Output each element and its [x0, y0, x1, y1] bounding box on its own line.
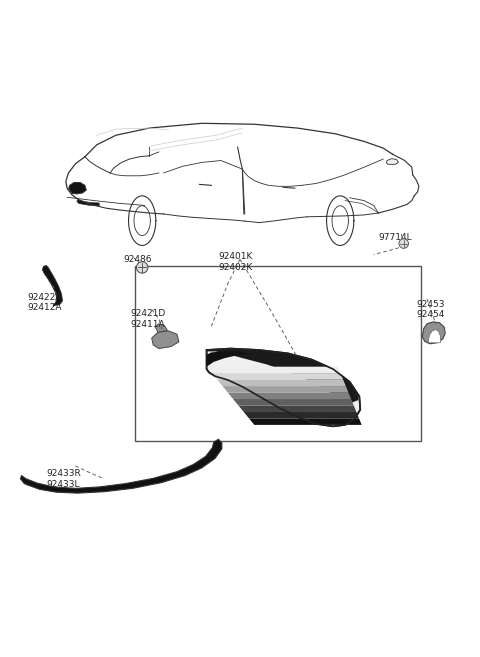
Polygon shape [386, 158, 398, 164]
Polygon shape [212, 373, 343, 380]
Bar [135, 267, 421, 441]
Polygon shape [422, 322, 445, 344]
Circle shape [136, 261, 148, 273]
Text: 92433R
92433L: 92433R 92433L [47, 469, 82, 489]
Polygon shape [206, 349, 360, 426]
Text: 92401K
92402K: 92401K 92402K [218, 252, 253, 271]
Polygon shape [239, 405, 356, 412]
Text: 92421D
92411A: 92421D 92411A [130, 309, 166, 328]
Text: 92422A
92412A: 92422A 92412A [28, 293, 62, 312]
Polygon shape [77, 200, 99, 206]
Polygon shape [217, 380, 346, 386]
Polygon shape [249, 419, 362, 425]
Polygon shape [228, 392, 351, 399]
Polygon shape [429, 329, 441, 343]
Polygon shape [206, 349, 359, 403]
Polygon shape [155, 324, 168, 332]
Polygon shape [233, 399, 354, 405]
Polygon shape [42, 265, 62, 306]
Text: 92486: 92486 [123, 254, 152, 263]
Text: 92453
92454: 92453 92454 [417, 300, 445, 319]
Polygon shape [223, 386, 348, 392]
Polygon shape [206, 351, 250, 367]
Polygon shape [21, 440, 222, 493]
Polygon shape [244, 412, 359, 419]
Polygon shape [206, 367, 340, 373]
Polygon shape [69, 183, 86, 194]
Text: 97714L: 97714L [378, 233, 412, 242]
Polygon shape [152, 331, 179, 349]
Circle shape [399, 238, 408, 248]
